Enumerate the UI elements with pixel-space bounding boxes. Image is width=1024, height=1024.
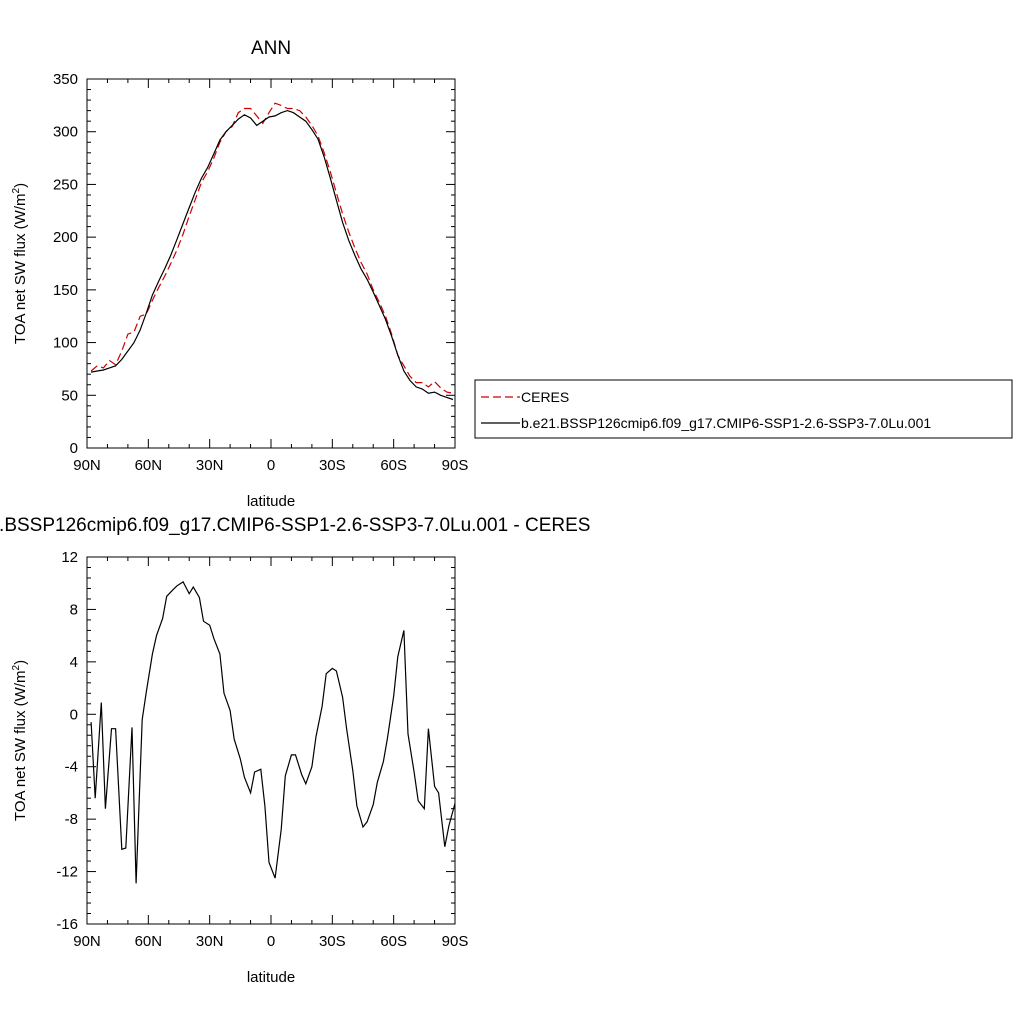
x-tick-label: 90N <box>73 457 101 474</box>
x-axis-title: latitude <box>247 493 295 510</box>
y-tick-label: 150 <box>53 282 78 299</box>
x-tick-label: 0 <box>267 933 275 950</box>
y-tick-label: 0 <box>70 440 78 457</box>
y-axis-title-close: ) <box>12 660 29 665</box>
y-axis-title: TOA net SW flux (W/m2) <box>11 183 29 344</box>
x-tick-label: 90S <box>442 933 469 950</box>
y-axis-title-text: TOA net SW flux (W/m <box>12 670 29 821</box>
y-tick-label: 12 <box>61 549 78 566</box>
chart-panel-1: 90N 60N 30N 0 30S 60S 90S 0 50 100 150 200 250 300 350… <box>11 38 1013 510</box>
y-tick-label: 100 <box>53 335 78 352</box>
x-tick-label: 30S <box>319 457 346 474</box>
y-tick-label: 8 <box>70 601 78 618</box>
x-tick-label: 60S <box>380 457 407 474</box>
chart-panel-2: 90N 60N 30N 0 30S 60S 90S -16 -12 -8 -4 0 4 8 12 latitu… <box>0 515 590 986</box>
y-tick-label: -12 <box>56 864 78 881</box>
series-line-difference <box>90 581 455 884</box>
x-tick-label: 30N <box>196 457 224 474</box>
x-tick-label: 30S <box>319 933 346 950</box>
y-tick-label: -16 <box>56 916 78 933</box>
series-line-ceres <box>90 102 454 394</box>
y-tick-label: 300 <box>53 124 78 141</box>
plot-frame <box>86 78 456 449</box>
series-line-b-e21-bssp126cmip6-f09-g <box>90 109 454 401</box>
x-tick-label: 90N <box>73 933 101 950</box>
y-tick-label: 4 <box>70 654 78 671</box>
legend-entry-label: CERES <box>521 389 569 405</box>
y-tick-label: -4 <box>65 759 78 776</box>
legend: CERES b.e21.BSSP126cmip6.f09_g17.CMIP6-SS… <box>474 379 1013 439</box>
y-tick-label: 0 <box>70 706 78 723</box>
y-tick-label: 250 <box>53 176 78 193</box>
x-tick-label: 0 <box>267 457 275 474</box>
y-axis-title: TOA net SW flux (W/m2) <box>11 660 29 821</box>
legend-box <box>474 379 1013 439</box>
x-tick-label: 60N <box>135 933 163 950</box>
x-axis-title: latitude <box>247 969 295 986</box>
y-tick-label: 350 <box>53 71 78 88</box>
y-axis-title-superscript: 2 <box>11 664 22 670</box>
x-tick-label: 60S <box>380 933 407 950</box>
x-tick-label: 90S <box>442 457 469 474</box>
y-axis-title-text: TOA net SW flux (W/m <box>12 193 29 344</box>
chart-title: b.e21.BSSP126cmip6.f09_g17.CMIP6-SSP1-2.… <box>0 515 590 536</box>
y-axis-title-superscript: 2 <box>11 187 22 193</box>
y-tick-label: -8 <box>65 811 78 828</box>
y-axis-title-close: ) <box>12 183 29 188</box>
x-tick-label: 30N <box>196 933 224 950</box>
chart-title: ANN <box>251 38 291 59</box>
y-tick-label: 200 <box>53 229 78 246</box>
x-tick-label: 60N <box>135 457 163 474</box>
y-tick-label: 50 <box>61 387 78 404</box>
legend-entry-label: b.e21.BSSP126cmip6.f09_g17.CMIP6-SSP1-2.… <box>521 415 931 431</box>
